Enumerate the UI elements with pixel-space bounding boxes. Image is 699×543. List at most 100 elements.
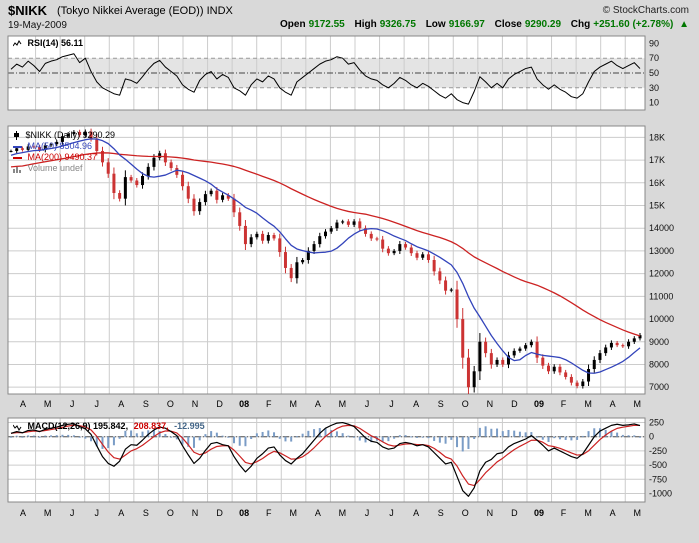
- svg-text:17K: 17K: [649, 155, 665, 165]
- rsi-legend-label: RSI(14) 56.11: [27, 38, 84, 48]
- svg-text:12000: 12000: [649, 269, 674, 279]
- open-value: 9172.55: [308, 19, 345, 30]
- svg-text:O: O: [167, 399, 174, 409]
- macd-panel: 250 0 -250 -500 -750 -1000: [7, 417, 672, 503]
- svg-text:N: N: [487, 508, 494, 518]
- legend-price-label: $NIKK (Daily) 9290.29: [25, 130, 116, 140]
- macd-sparkline-icon: [12, 423, 22, 431]
- svg-text:A: A: [315, 508, 321, 518]
- svg-text:-1000: -1000: [649, 488, 672, 498]
- rsi-legend: RSI(14) 56.11: [12, 38, 84, 48]
- svg-text:10000: 10000: [649, 314, 674, 324]
- svg-text:M: M: [584, 399, 592, 409]
- ma50-line-icon: [13, 145, 22, 149]
- svg-text:50: 50: [649, 68, 659, 78]
- chart-date: 19-May-2009: [8, 20, 67, 31]
- close-value: 9290.29: [524, 19, 562, 30]
- svg-text:F: F: [561, 508, 567, 518]
- svg-text:D: D: [216, 399, 223, 409]
- svg-text:250: 250: [649, 418, 664, 428]
- month-axis-bottom: A M J J A S O N D 08 F M A M J J A S O N D 09 F M A M: [20, 508, 641, 518]
- svg-text:14000: 14000: [649, 223, 674, 233]
- legend-row-price: $NIKK (Daily) 9290.29: [13, 130, 115, 141]
- low-label: Low: [425, 19, 446, 30]
- volume-bars-icon: [13, 165, 22, 173]
- signal-value: 208.837,: [133, 421, 169, 431]
- quote-strip: Open 9172.55 High 9326.75 Low 9166.97 Close…: [273, 19, 689, 30]
- svg-text:13000: 13000: [649, 246, 674, 256]
- candlestick-icon: [13, 131, 20, 141]
- svg-text:A: A: [610, 508, 616, 518]
- high-label: High: [354, 19, 377, 30]
- svg-text:M: M: [339, 508, 347, 518]
- svg-text:8000: 8000: [649, 359, 669, 369]
- svg-text:J: J: [70, 508, 75, 518]
- svg-text:J: J: [389, 508, 394, 518]
- svg-text:0: 0: [649, 432, 654, 442]
- rsi-sparkline-icon: [12, 39, 22, 48]
- high-value: 9326.75: [379, 19, 416, 30]
- legend-volume-label: Volume undef: [27, 163, 83, 173]
- svg-text:9000: 9000: [649, 337, 669, 347]
- svg-text:J: J: [365, 508, 370, 518]
- price-legend: $NIKK (Daily) 9290.29 MA(50) 8504.96 MA(…: [13, 130, 115, 174]
- svg-text:M: M: [44, 399, 52, 409]
- chg-label: Chg: [570, 19, 591, 30]
- svg-text:15K: 15K: [649, 200, 665, 210]
- svg-text:J: J: [389, 399, 394, 409]
- svg-text:16K: 16K: [649, 178, 665, 188]
- svg-text:A: A: [118, 508, 124, 518]
- svg-text:08: 08: [239, 399, 249, 409]
- svg-text:M: M: [339, 399, 347, 409]
- svg-text:90: 90: [649, 38, 659, 48]
- svg-text:A: A: [20, 399, 26, 409]
- svg-text:N: N: [192, 508, 199, 518]
- legend-row-volume: Volume undef: [13, 163, 115, 174]
- svg-text:M: M: [290, 508, 298, 518]
- svg-text:10: 10: [649, 98, 659, 108]
- svg-text:M: M: [584, 508, 592, 518]
- hist-value: -12.995: [174, 421, 205, 431]
- svg-text:O: O: [167, 508, 174, 518]
- legend-ma50-label: MA(50) 8504.96: [27, 141, 93, 151]
- rsi-panel: 90 70 50 30 10: [7, 35, 659, 111]
- svg-text:A: A: [315, 399, 321, 409]
- svg-text:N: N: [487, 399, 494, 409]
- svg-text:F: F: [266, 399, 272, 409]
- legend-row-ma50: MA(50) 8504.96: [13, 141, 115, 152]
- svg-text:30: 30: [649, 83, 659, 93]
- svg-text:M: M: [44, 508, 52, 518]
- macd-legend: MACD(12,26,9) 195.842, 208.837, -12.995: [12, 421, 208, 431]
- month-axis-top: A M J J A S O N D 08 F M A M J J A S O N D 09 F M A M: [20, 399, 641, 409]
- candlestick-series: [9, 128, 642, 394]
- svg-text:D: D: [511, 399, 518, 409]
- legend-row-ma200: MA(200) 9490.37: [13, 152, 115, 163]
- svg-text:S: S: [438, 508, 444, 518]
- svg-text:J: J: [94, 399, 99, 409]
- macd-value: MACD(12,26,9) 195.842,: [27, 421, 129, 431]
- svg-text:O: O: [462, 399, 469, 409]
- svg-text:J: J: [365, 399, 370, 409]
- svg-text:M: M: [634, 508, 642, 518]
- svg-text:F: F: [561, 399, 567, 409]
- svg-text:A: A: [610, 399, 616, 409]
- open-label: Open: [280, 19, 306, 30]
- copyright: © StockCharts.com: [602, 5, 689, 16]
- svg-text:J: J: [70, 399, 75, 409]
- ma-lines: [10, 138, 641, 374]
- chg-value: +251.60 (+2.78%): [593, 19, 674, 30]
- svg-text:7000: 7000: [649, 382, 669, 392]
- svg-text:D: D: [511, 508, 518, 518]
- up-arrow-icon: ▲: [679, 19, 689, 30]
- chart-title: (Tokyo Nikkei Average (EOD)) INDX: [57, 5, 233, 17]
- svg-text:70: 70: [649, 53, 659, 63]
- svg-text:J: J: [94, 508, 99, 518]
- svg-text:A: A: [20, 508, 26, 518]
- svg-text:N: N: [192, 399, 199, 409]
- svg-text:F: F: [266, 508, 272, 518]
- svg-text:A: A: [413, 508, 419, 518]
- svg-text:O: O: [462, 508, 469, 518]
- svg-text:-500: -500: [649, 460, 667, 470]
- svg-text:D: D: [216, 508, 223, 518]
